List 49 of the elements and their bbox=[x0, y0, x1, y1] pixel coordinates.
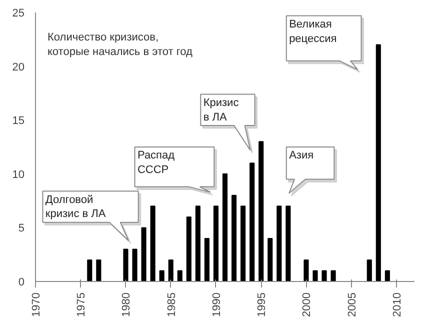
bar bbox=[123, 248, 128, 282]
x-tick-label: 1980 bbox=[120, 292, 133, 317]
bar bbox=[150, 206, 156, 282]
bar bbox=[276, 206, 282, 282]
bar bbox=[168, 259, 174, 282]
y-tick-label: 15 bbox=[12, 115, 25, 128]
annotation: Долговой кризис в ЛА bbox=[45, 194, 106, 220]
bar bbox=[186, 216, 192, 282]
annotation: Кризис в ЛА bbox=[203, 96, 240, 124]
bar bbox=[204, 238, 210, 282]
bar bbox=[213, 206, 219, 282]
annotation: Распад СССР bbox=[137, 150, 176, 176]
bar bbox=[366, 259, 372, 282]
bar bbox=[304, 259, 309, 282]
bar bbox=[177, 270, 182, 282]
bar bbox=[240, 206, 246, 282]
y-tick-label: 0 bbox=[18, 276, 25, 288]
x-tick-label: 1985 bbox=[166, 292, 178, 317]
x-tick-label: 2010 bbox=[391, 292, 404, 317]
x-tick-label: 2000 bbox=[301, 292, 314, 317]
bar bbox=[141, 227, 146, 282]
bar bbox=[96, 259, 102, 282]
y-tick-label: 25 bbox=[12, 8, 25, 20]
bar bbox=[250, 162, 255, 282]
bar bbox=[268, 238, 273, 282]
bar bbox=[286, 206, 291, 282]
text: Количество кризисов, которые начались в этот год bbox=[48, 32, 193, 58]
y-tick-label: 10 bbox=[12, 168, 25, 181]
x-tick-label: 1970 bbox=[30, 292, 42, 317]
x-tick-label: 1990 bbox=[210, 292, 223, 317]
bar bbox=[159, 270, 164, 282]
x-tick-label: 2005 bbox=[346, 292, 358, 317]
bar bbox=[322, 270, 327, 282]
x-tick-label: 1975 bbox=[76, 292, 88, 317]
y-tick-label: 5 bbox=[18, 222, 25, 235]
annotation: Великая рецессия bbox=[289, 18, 337, 45]
annotation: Азия bbox=[289, 150, 314, 162]
bar bbox=[312, 270, 318, 282]
bar bbox=[376, 44, 381, 282]
bar bbox=[384, 270, 390, 282]
bar bbox=[231, 194, 237, 282]
bar bbox=[132, 248, 138, 282]
bar bbox=[330, 270, 336, 282]
bar bbox=[222, 173, 228, 282]
bar bbox=[258, 141, 264, 282]
y-tick-label: 20 bbox=[12, 61, 25, 74]
x-tick-label: 1995 bbox=[256, 292, 268, 317]
bar bbox=[87, 259, 92, 282]
bar bbox=[195, 206, 200, 282]
